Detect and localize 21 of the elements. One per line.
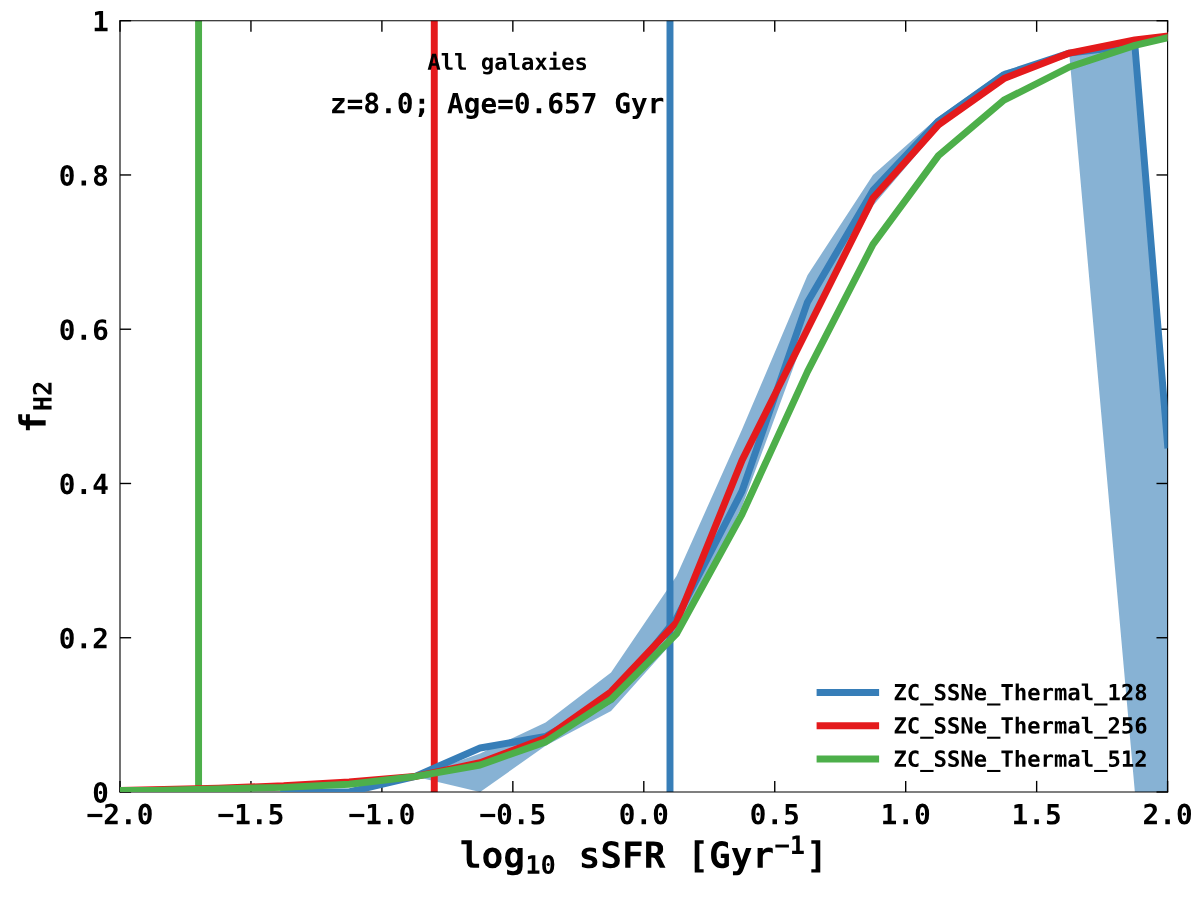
legend-label: ZC_SSNe_Thermal_256 [894,716,1147,739]
y-tick-label: 0.8 [60,164,108,186]
legend-label: ZC_SSNe_Thermal_128 [894,683,1147,706]
x-tick-label: 0.0 [620,803,668,825]
y-axis-title: f$_{H2}$ [18,382,52,431]
x-tick-label: −1.0 [349,803,414,825]
x-tick-label: −1.5 [218,803,283,825]
y-tick-label: 0 [93,781,108,803]
x-tick-label: 0.5 [751,803,798,825]
legend-label: ZC_SSNe_Thermal_512 [894,749,1146,772]
y-tick-label: 1 [94,11,108,32]
y-tick-label: 0.4 [60,473,108,495]
annotation: z=8.0; Age=0.657 Gyr [332,92,664,119]
x-tick-label: 2.0 [1144,803,1192,825]
x-tick-label: −0.5 [480,803,545,825]
x-tick-label: 1.0 [883,803,930,825]
x-tick-label: 1.5 [1014,803,1060,825]
y-tick-label: 0.6 [60,319,108,341]
x-axis-title: log$_{10}$ sSFR [Gyr$^{−1}$] [461,835,821,876]
y-tick-label: 0.2 [60,627,107,649]
x-tick-label: −2.0 [87,803,152,825]
